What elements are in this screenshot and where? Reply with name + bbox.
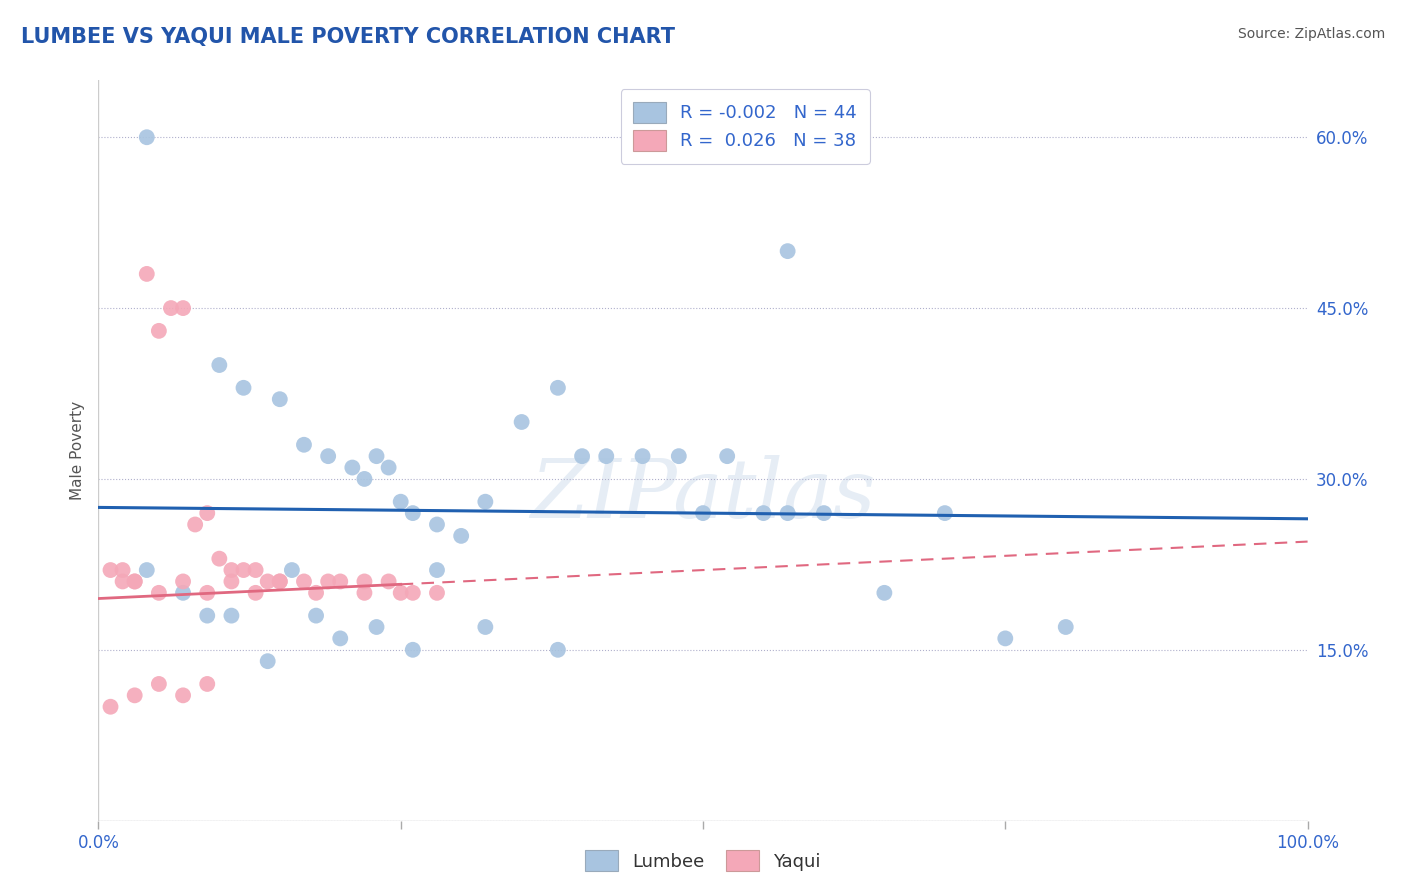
Point (631, 449, 654, 463)
Text: ZIPatlas: ZIPatlas (530, 455, 876, 535)
Point (547, 642, 569, 657)
Point (100, 563, 122, 577)
Point (232, 381, 254, 395)
Point (135, 267, 157, 281)
Point (269, 392, 291, 407)
Point (316, 574, 339, 589)
Point (148, 677, 170, 691)
Point (316, 449, 339, 463)
Point (305, 608, 328, 623)
Point (353, 472, 375, 486)
Point (221, 608, 243, 623)
Point (934, 506, 956, 520)
Point (221, 574, 243, 589)
Point (450, 529, 472, 543)
Point (692, 506, 714, 520)
Point (1054, 620, 1077, 634)
Point (124, 574, 146, 589)
Point (752, 506, 775, 520)
Point (195, 677, 218, 691)
Point (245, 586, 267, 600)
Point (269, 574, 291, 589)
Point (547, 381, 569, 395)
Point (342, 460, 364, 475)
Point (172, 586, 194, 600)
Point (160, 301, 183, 315)
Point (353, 586, 375, 600)
Point (111, 563, 134, 577)
Point (426, 563, 449, 577)
Point (377, 460, 399, 475)
Point (221, 563, 243, 577)
Point (329, 574, 352, 589)
Point (208, 551, 231, 566)
Point (366, 449, 388, 463)
Point (195, 608, 218, 623)
Point (595, 449, 617, 463)
Point (124, 574, 146, 589)
Point (776, 506, 799, 520)
Point (389, 586, 412, 600)
Point (281, 563, 304, 577)
Point (172, 301, 194, 315)
Point (195, 586, 218, 600)
Point (402, 586, 425, 600)
Point (474, 620, 496, 634)
Point (776, 244, 799, 259)
Point (426, 586, 449, 600)
Point (195, 506, 218, 520)
Point (329, 632, 352, 646)
Point (148, 586, 170, 600)
Point (184, 517, 207, 532)
Point (377, 574, 399, 589)
Point (402, 506, 425, 520)
Point (305, 586, 328, 600)
Point (269, 574, 291, 589)
Legend: R = -0.002   N = 44, R =  0.026   N = 38: R = -0.002 N = 44, R = 0.026 N = 38 (621, 89, 870, 163)
Point (426, 517, 449, 532)
Point (232, 563, 254, 577)
Point (389, 494, 412, 508)
Point (716, 449, 738, 463)
Point (813, 506, 835, 520)
Point (256, 574, 278, 589)
Point (100, 699, 122, 714)
Point (873, 586, 896, 600)
Y-axis label: Male Poverty: Male Poverty (70, 401, 86, 500)
Point (474, 494, 496, 508)
Point (245, 563, 267, 577)
Point (402, 642, 425, 657)
Point (292, 438, 315, 452)
Point (292, 574, 315, 589)
Point (510, 415, 533, 429)
Point (208, 358, 231, 372)
Point (256, 654, 278, 668)
Point (571, 449, 593, 463)
Point (353, 574, 375, 589)
Point (111, 574, 134, 589)
Point (172, 689, 194, 703)
Point (172, 574, 194, 589)
Point (124, 689, 146, 703)
Point (135, 130, 157, 145)
Point (366, 620, 388, 634)
Point (135, 563, 157, 577)
Point (668, 449, 690, 463)
Point (994, 632, 1017, 646)
Point (148, 324, 170, 338)
Legend: Lumbee, Yaqui: Lumbee, Yaqui (578, 843, 828, 879)
Text: Source: ZipAtlas.com: Source: ZipAtlas.com (1237, 27, 1385, 41)
Text: LUMBEE VS YAQUI MALE POVERTY CORRELATION CHART: LUMBEE VS YAQUI MALE POVERTY CORRELATION… (21, 27, 675, 46)
